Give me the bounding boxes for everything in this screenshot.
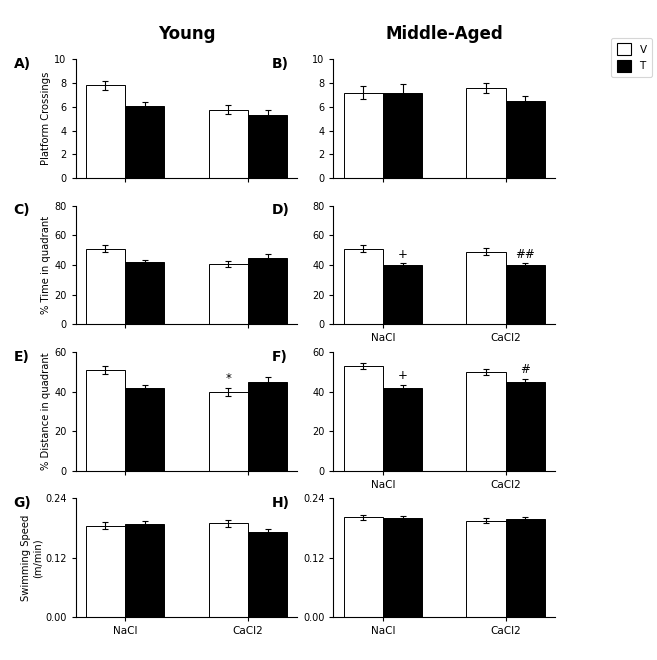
Bar [344,249,383,325]
Bar [383,265,422,325]
Bar [248,257,287,325]
Bar [506,519,545,617]
Bar [208,110,248,178]
Bar [466,88,506,178]
Bar [208,523,248,617]
Text: H): H) [271,496,289,510]
Text: A): A) [14,57,31,71]
Bar [383,92,422,178]
Bar [466,251,506,325]
Text: *: * [225,372,231,385]
Bar [506,381,545,471]
Bar [125,387,164,471]
Bar [383,518,422,617]
Text: G): G) [14,496,32,510]
Bar [506,101,545,178]
Bar [125,524,164,617]
Bar [344,92,383,178]
Bar [383,387,422,471]
Text: Young: Young [158,25,215,43]
Text: C): C) [14,203,30,217]
Text: ##: ## [516,248,535,261]
Bar [344,366,383,471]
Text: F): F) [271,350,287,364]
Bar [85,370,125,471]
Text: B): B) [271,57,288,71]
Y-axis label: Platform Crossings: Platform Crossings [41,72,51,166]
Bar [506,265,545,325]
Bar [344,517,383,617]
Bar [248,532,287,617]
Text: #: # [520,363,530,376]
Bar [208,263,248,325]
Bar [85,249,125,325]
Legend: V, T: V, T [611,38,652,77]
Bar [248,381,287,471]
Text: E): E) [14,350,30,364]
Bar [208,391,248,471]
Y-axis label: Swimming Speed
(m/min): Swimming Speed (m/min) [20,515,42,601]
Bar [125,262,164,325]
Bar [85,525,125,617]
Text: +: + [397,369,407,381]
Bar [466,521,506,617]
Text: Middle-Aged: Middle-Aged [386,25,503,43]
Bar [85,86,125,178]
Bar [125,106,164,178]
Text: +: + [397,248,407,261]
Y-axis label: % Distance in quadrant: % Distance in quadrant [41,352,51,470]
Bar [248,115,287,178]
Text: D): D) [271,203,289,217]
Y-axis label: % Time in quadrant: % Time in quadrant [41,216,51,314]
Bar [466,372,506,471]
